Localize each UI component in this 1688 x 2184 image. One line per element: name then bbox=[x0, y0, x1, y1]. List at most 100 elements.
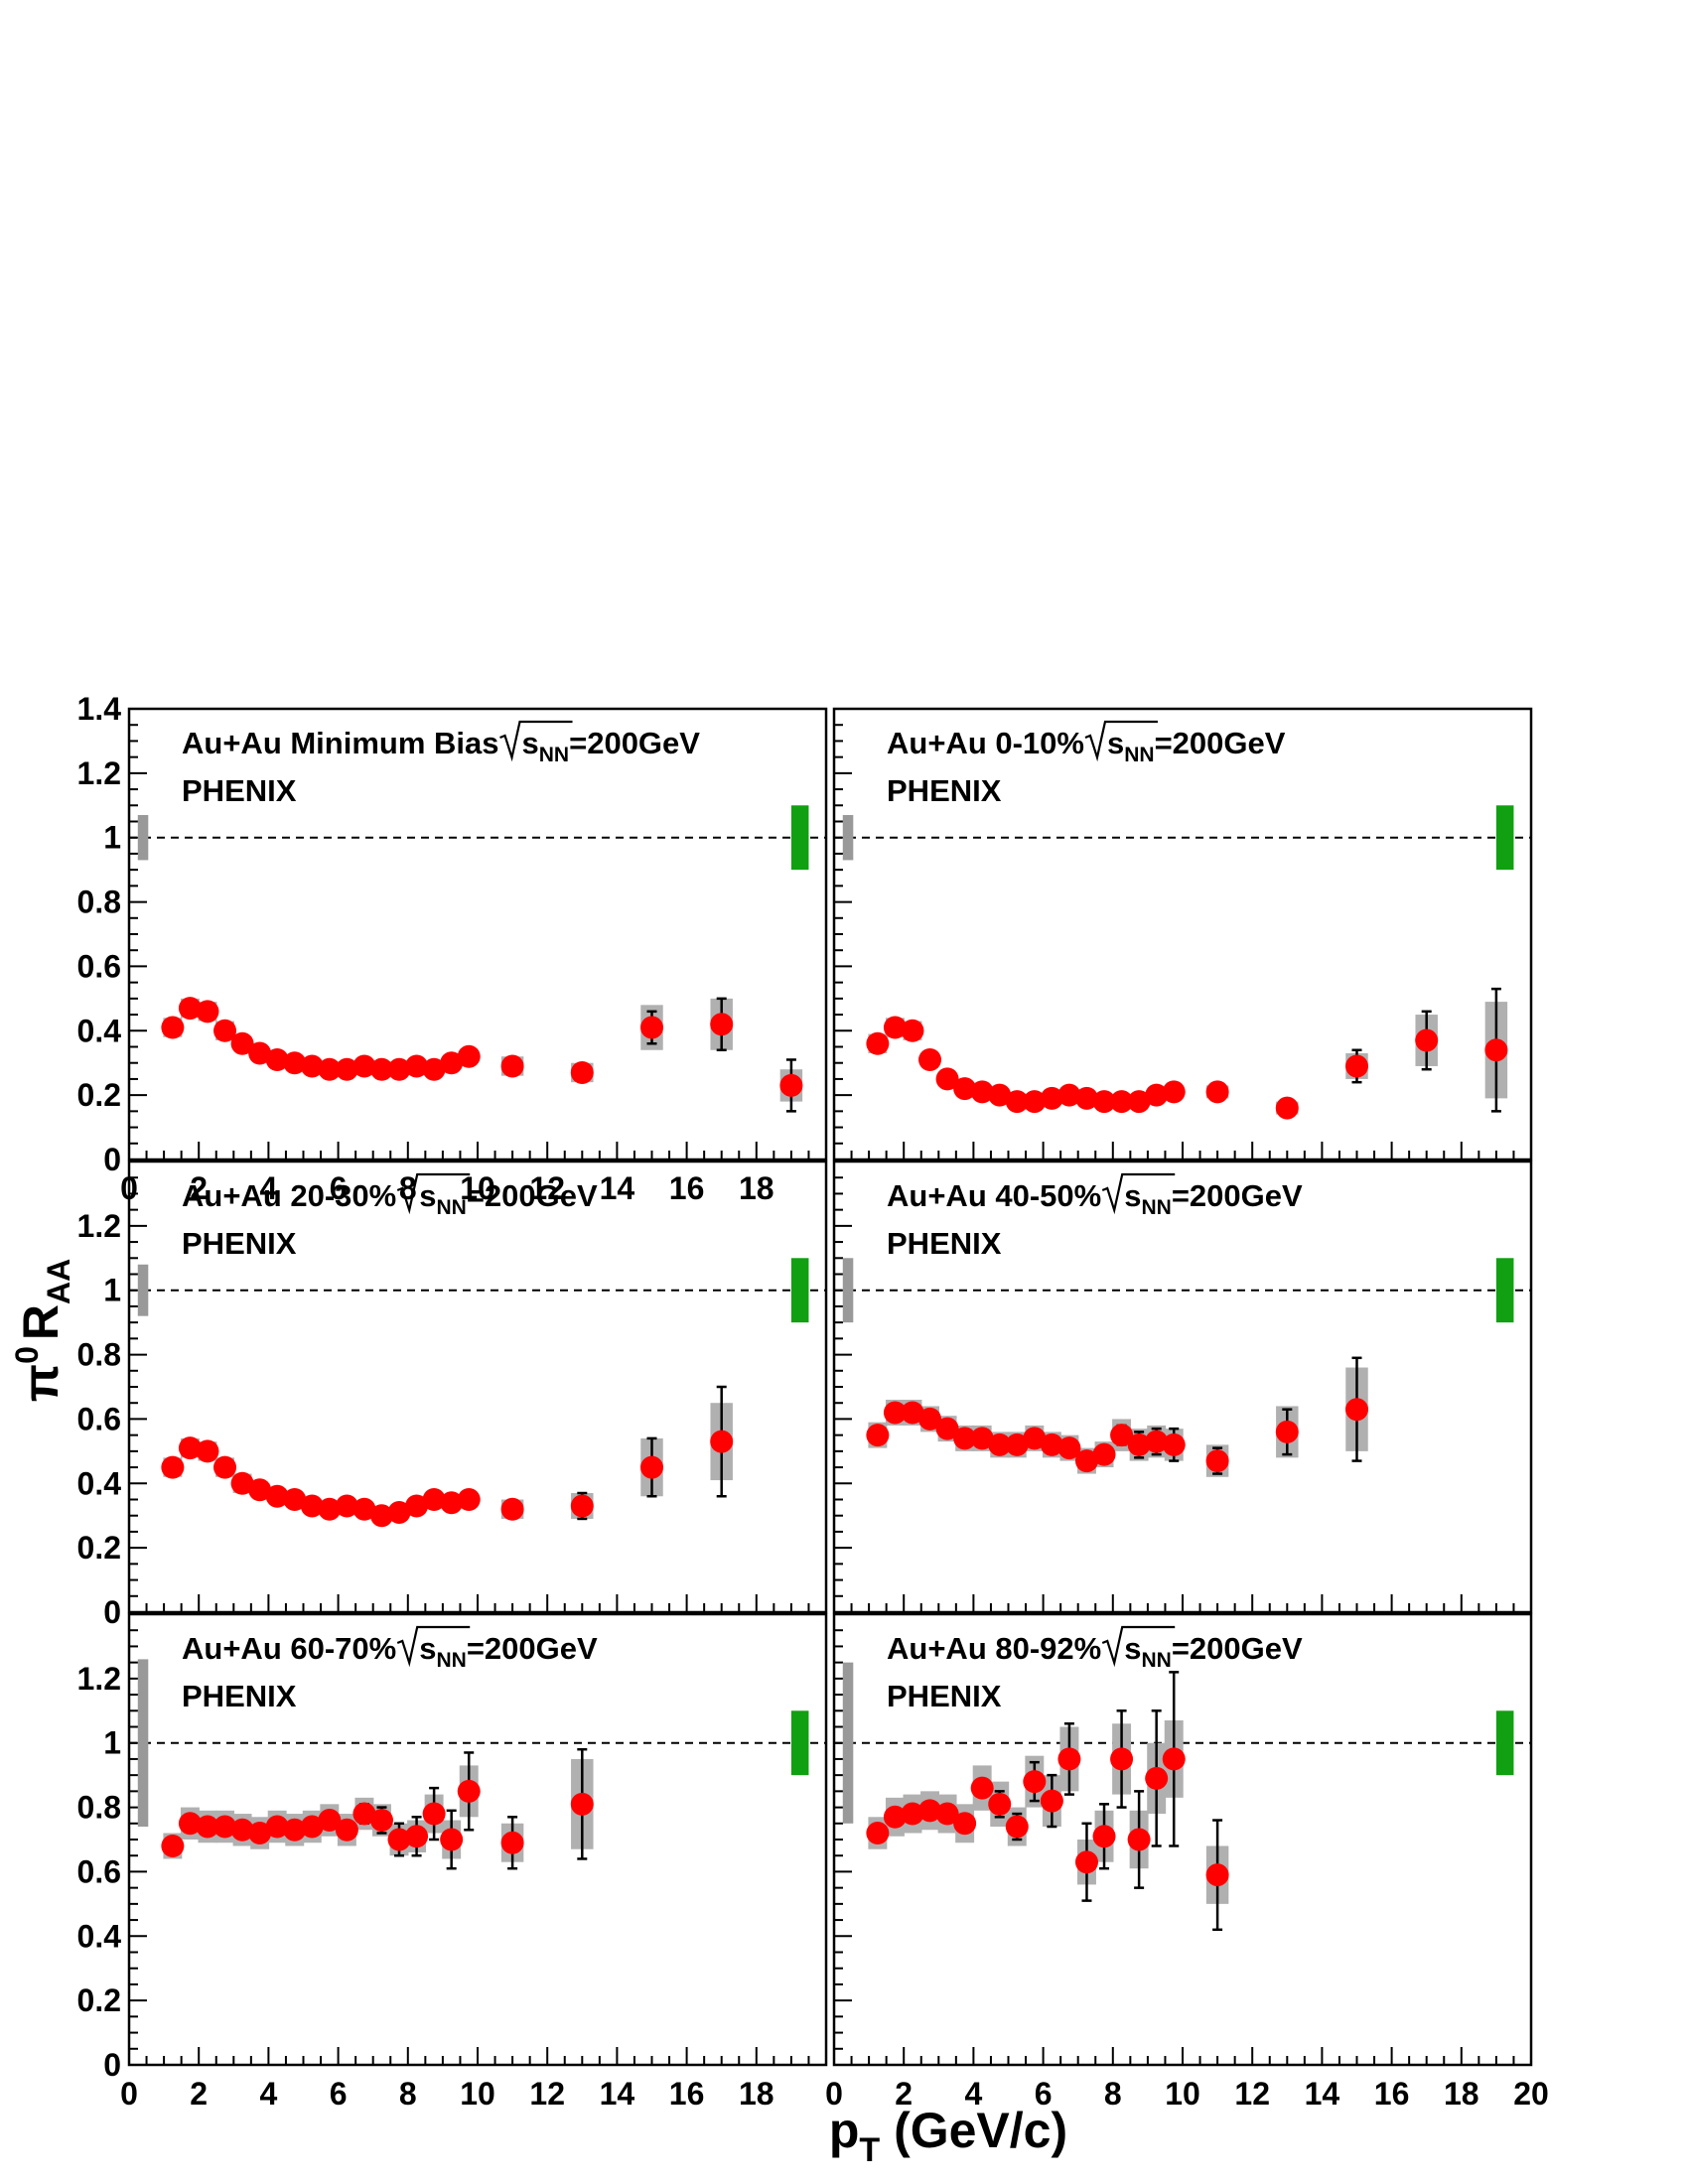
panel-6-data-point bbox=[1162, 1747, 1186, 1771]
panel-6-norm-box-green bbox=[1495, 1710, 1514, 1776]
panel-6-data-point bbox=[970, 1776, 994, 1800]
panel-4-data-point bbox=[1205, 1449, 1229, 1473]
panel-6-title: Au+Au 80-92% bbox=[887, 1631, 1101, 1666]
panel-5-data-point bbox=[213, 1815, 237, 1839]
panel-5-data-point bbox=[230, 1818, 254, 1842]
panel-2-data-point bbox=[1110, 1090, 1134, 1114]
panel-6-xtick-label: 2 bbox=[895, 2076, 913, 2112]
panel-5-energy-label: sNN=200GeV bbox=[419, 1631, 598, 1672]
panel-1-data-point bbox=[213, 1019, 237, 1042]
panel-3-ytick-label: 0.8 bbox=[77, 1337, 121, 1373]
panel-1-data-point bbox=[248, 1041, 272, 1065]
panel-1-xtick-label: 18 bbox=[739, 1170, 774, 1206]
panel-4-data-point bbox=[918, 1407, 942, 1431]
panel-2-data-point bbox=[1205, 1080, 1229, 1104]
panel-4-data-point bbox=[1162, 1433, 1186, 1456]
panel-5-ytick-label: 0 bbox=[103, 2047, 121, 2083]
panel-1-data-point bbox=[178, 997, 202, 1021]
panel-1-norm-box-gray bbox=[137, 815, 149, 861]
panel-6-energy-label: sNN=200GeV bbox=[1124, 1631, 1303, 1672]
panel-5-data-point bbox=[265, 1815, 289, 1839]
panel-2-experiment-label: PHENIX bbox=[887, 773, 1002, 808]
panel-5-ytick-label: 0.2 bbox=[77, 1982, 121, 2018]
panel-6-xtick-label: 18 bbox=[1444, 2076, 1479, 2112]
panel-6-data-point bbox=[901, 1802, 924, 1826]
panel-6-xtick-label: 14 bbox=[1305, 2076, 1340, 2112]
panel-3-data-point bbox=[196, 1439, 219, 1463]
panel-3-data-point bbox=[405, 1494, 429, 1518]
panel-4-data-point bbox=[1110, 1424, 1134, 1447]
panel-2-energy-label: sNN=200GeV bbox=[1107, 726, 1286, 766]
panel-3-data-point bbox=[369, 1504, 393, 1528]
panel-3-experiment-label: PHENIX bbox=[182, 1226, 297, 1261]
panel-4: Au+Au 40-50% sNN=200GeV PHENIX bbox=[832, 1160, 1533, 1614]
panel-6-data-point bbox=[1127, 1828, 1151, 1851]
panel-3-data-point bbox=[440, 1491, 464, 1515]
panel-4-norm-box-gray bbox=[842, 1258, 854, 1323]
panel-5-data-point bbox=[352, 1802, 376, 1826]
panel-4-energy-s: s bbox=[1124, 1178, 1141, 1213]
panel-1-data-point bbox=[500, 1054, 524, 1078]
panel-5-xtick-label: 6 bbox=[330, 2076, 348, 2112]
panel-1-norm-box-green bbox=[790, 805, 809, 871]
panel-3-energy-s: s bbox=[419, 1178, 436, 1213]
panel-1-data-point bbox=[335, 1057, 358, 1081]
panel-3-data-point bbox=[570, 1494, 594, 1518]
panel-2-data-point bbox=[1484, 1038, 1508, 1062]
panel-1-data-point bbox=[161, 1016, 185, 1039]
panel-5-xtick-label: 12 bbox=[529, 2076, 565, 2112]
panel-6-xtick-label: 20 bbox=[1513, 2076, 1549, 2112]
panel-5-xtick-label: 10 bbox=[460, 2076, 495, 2112]
panel-6-data-point bbox=[918, 1799, 942, 1823]
panel-1-xtick-label: 2 bbox=[190, 1170, 208, 1206]
panel-2-sqrt-sign bbox=[1084, 720, 1158, 762]
panel-2-data-point bbox=[1092, 1090, 1116, 1114]
panel-3-data-point bbox=[422, 1488, 446, 1511]
panel-3-ytick-label: 0.2 bbox=[77, 1530, 121, 1566]
panel-6-data-point bbox=[866, 1822, 890, 1845]
panel-5-norm-box-gray bbox=[137, 1659, 149, 1828]
panel-1-ytick-label: 0.8 bbox=[77, 885, 121, 920]
panel-6-xtick-label: 4 bbox=[965, 2076, 983, 2112]
panel-1-xtick-label: 16 bbox=[669, 1170, 705, 1206]
panel-2-norm-box-green bbox=[1495, 805, 1514, 871]
panel-1-ytick-label: 1.2 bbox=[77, 755, 121, 791]
panel-5-xtick-label: 0 bbox=[120, 2076, 138, 2112]
panel-2-data-point bbox=[1074, 1086, 1098, 1110]
panel-3-norm-box-green bbox=[790, 1258, 809, 1323]
panel-5-xtick-label: 8 bbox=[399, 2076, 417, 2112]
panel-3-data-point bbox=[300, 1494, 324, 1518]
panel-5-energy-s: s bbox=[419, 1631, 436, 1666]
panel-4-energy-value: =200GeV bbox=[1172, 1178, 1303, 1213]
panel-3-data-point bbox=[335, 1494, 358, 1518]
panel-5-data-point bbox=[422, 1802, 446, 1826]
panel-3-data-point bbox=[248, 1478, 272, 1502]
panel-6-data-point bbox=[1205, 1863, 1229, 1887]
panel-2-title: Au+Au 0-10% bbox=[887, 726, 1084, 760]
panel-1-data-point bbox=[265, 1047, 289, 1071]
panel-2-data-point bbox=[1345, 1054, 1368, 1078]
panel-6-xtick-label: 12 bbox=[1234, 2076, 1270, 2112]
panel-2-energy-value: =200GeV bbox=[1155, 726, 1286, 760]
x-axis-title-unit: (GeV/c) bbox=[880, 2103, 1067, 2158]
panel-2-data-point bbox=[1040, 1086, 1063, 1110]
panel-6-xtick-label: 10 bbox=[1165, 2076, 1200, 2112]
panel-2-energy-s: s bbox=[1107, 726, 1124, 760]
panel-2-data-point bbox=[1275, 1096, 1299, 1120]
panel-2-data-point bbox=[1023, 1090, 1047, 1114]
x-axis-title-subscript: T bbox=[859, 2131, 880, 2169]
panel-3-data-point bbox=[161, 1455, 185, 1479]
panel-4-data-point bbox=[1145, 1430, 1169, 1453]
panel-4-data-point bbox=[866, 1424, 890, 1447]
panel-5-ytick-label: 0.8 bbox=[77, 1790, 121, 1826]
panel-6: 0 2 4 6 8 10 12 14 16 18 20 Au+Au 80-92% sNN=200GeV P… bbox=[825, 1612, 1549, 2112]
x-axis-title-p: p bbox=[829, 2103, 860, 2158]
panel-4-data-point bbox=[1005, 1433, 1029, 1456]
panel-3-title: Au+Au 20-30% bbox=[182, 1178, 396, 1213]
panel-6-data-point bbox=[1145, 1766, 1169, 1790]
panel-4-data-point bbox=[883, 1401, 907, 1425]
y-axis-title: π0 RAA bbox=[9, 1259, 76, 1402]
panel-2-data-point bbox=[1162, 1080, 1186, 1104]
panel-6-xtick-label: 8 bbox=[1104, 2076, 1122, 2112]
